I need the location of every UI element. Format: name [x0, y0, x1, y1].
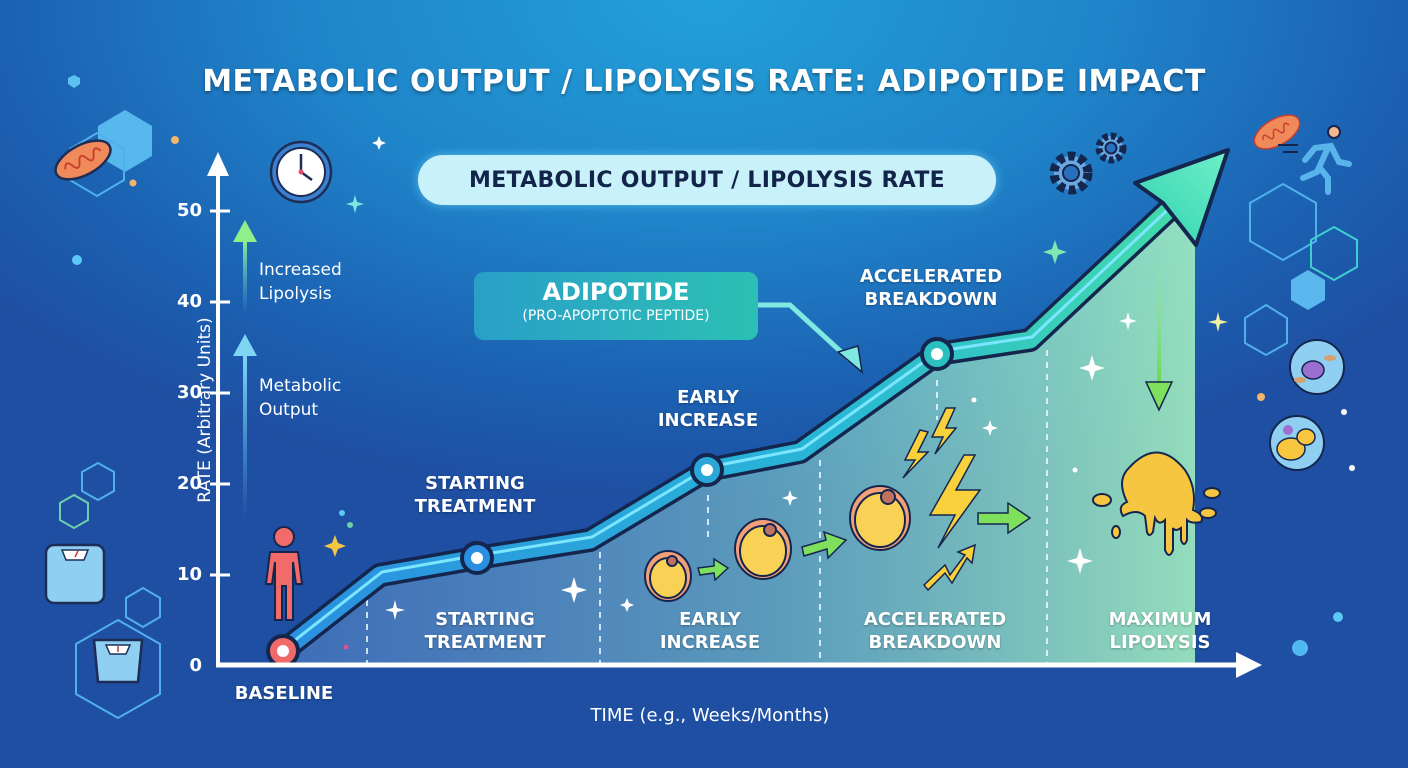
- increased-lipolysis-label: Increased Lipolysis: [259, 258, 342, 306]
- baseline-label: BASELINE: [234, 683, 334, 704]
- fat-cell-icon: [1269, 415, 1325, 471]
- increased-lipolysis-arrow: [233, 220, 257, 315]
- clock-icon: [269, 140, 333, 204]
- label-line: EARLY: [677, 387, 739, 408]
- weight-scale-icon: [44, 543, 106, 605]
- y-axis-label: RATE (Arbitrary Units): [195, 317, 215, 503]
- phase-dividers: [366, 350, 1048, 663]
- label-line: STARTING: [425, 473, 525, 494]
- lightning-icons: [902, 407, 982, 592]
- metabolic-output-arrow: [233, 334, 257, 520]
- label-line: Increased: [259, 260, 342, 280]
- chart-subtitle-pill: METABOLIC OUTPUT / LIPOLYSIS RATE: [418, 155, 996, 205]
- callout-arrowhead: [836, 345, 864, 374]
- label-line: EARLY: [679, 609, 741, 630]
- y-tick-label: 0: [189, 655, 202, 676]
- mitochondrion-icon: [54, 139, 112, 181]
- data-markers: [266, 337, 954, 668]
- phase-label-maximum-lipolysis: MAXIMUM LIPOLYSIS: [1080, 608, 1240, 654]
- y-tick-label: 40: [176, 291, 202, 312]
- down-arrow: [1144, 262, 1174, 412]
- y-tick-label: 30: [176, 382, 202, 403]
- label-line: INCREASE: [657, 410, 759, 431]
- label-line: TREATMENT: [414, 496, 536, 517]
- y-tick-label: 10: [176, 564, 202, 585]
- label-line: Lipolysis: [259, 284, 332, 304]
- point-label-early-increase: EARLY INCREASE: [628, 386, 788, 432]
- mitochondrion-icon: [1253, 114, 1301, 150]
- label-line: LIPOLYSIS: [1109, 632, 1211, 653]
- main-title: METABOLIC OUTPUT / LIPOLYSIS RATE: ADIPO…: [202, 64, 1206, 99]
- label-line: Output: [259, 400, 319, 420]
- label-line: BREAKDOWN: [864, 289, 998, 310]
- label-line: Metabolic: [259, 376, 342, 396]
- label-line: ACCELERATED: [863, 609, 1007, 630]
- phase-label-accelerated-breakdown: ACCELERATED BREAKDOWN: [850, 608, 1020, 654]
- point-label-accelerated-breakdown: ACCELERATED BREAKDOWN: [851, 265, 1011, 311]
- x-axis: [216, 652, 1262, 678]
- label-line: STARTING: [435, 609, 535, 630]
- label-line: INCREASE: [659, 632, 761, 653]
- metabolic-output-label: Metabolic Output: [259, 374, 341, 422]
- label-line: ACCELERATED: [859, 266, 1003, 287]
- label-line: MAXIMUM: [1108, 609, 1212, 630]
- area-fill: [283, 185, 1195, 665]
- callout-arrow: [758, 302, 852, 362]
- hexagon-decor-right: [1244, 182, 1358, 357]
- running-person-icon: [1278, 125, 1352, 195]
- cell-icon: [1289, 339, 1345, 395]
- y-axis: [207, 152, 230, 665]
- adipotide-callout: ADIPOTIDE (PRO-APOPTOTIC PEPTIDE): [474, 272, 758, 340]
- gear-icon: [1049, 132, 1127, 195]
- y-tick-label: 50: [176, 200, 202, 221]
- fat-cell-icons: [644, 485, 911, 602]
- green-arrows: [697, 501, 1032, 582]
- phase-label-early-increase: EARLY INCREASE: [630, 608, 790, 654]
- sparkle-decor: [324, 136, 1355, 650]
- x-axis-label: TIME (e.g., Weeks/Months): [590, 705, 830, 726]
- callout-subtitle: (PRO-APOPTOTIC PEPTIDE): [522, 308, 710, 324]
- point-label-starting-treatment: STARTING TREATMENT: [395, 472, 555, 518]
- melting-fat-icon: [1092, 451, 1221, 556]
- person-icon: [264, 526, 304, 621]
- trend-arrowhead: [1133, 148, 1230, 247]
- label-line: BREAKDOWN: [868, 632, 1002, 653]
- label-line: TREATMENT: [424, 632, 546, 653]
- callout-title: ADIPOTIDE: [542, 278, 690, 306]
- weight-scale-icon: [92, 638, 144, 684]
- y-tick-label: 20: [176, 473, 202, 494]
- phase-label-starting-treatment: STARTING TREATMENT: [400, 608, 570, 654]
